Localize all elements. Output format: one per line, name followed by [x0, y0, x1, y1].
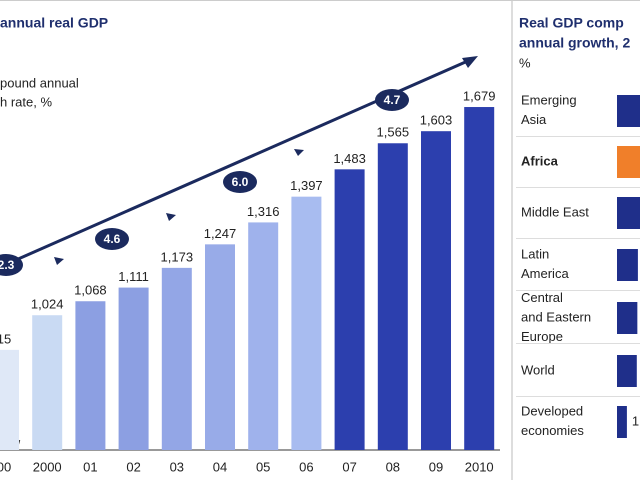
x-tick-label: 00 [0, 459, 11, 474]
value-label: 1,397 [290, 178, 323, 193]
bar [248, 222, 279, 450]
x-tick-label: 07 [342, 459, 356, 474]
value-label: 1,024 [31, 297, 64, 312]
x-tick-label: 09 [429, 459, 443, 474]
x-tick-label: 2000 [33, 459, 62, 474]
category-label: Developed [521, 404, 583, 419]
bar [0, 349, 19, 450]
bar [617, 406, 627, 438]
bar [421, 131, 451, 451]
category-label: Africa [521, 153, 559, 168]
x-tick-label: 2010 [465, 459, 494, 474]
subtitle: h rate, % [0, 94, 52, 109]
bar [291, 196, 322, 450]
category-label: Central [521, 290, 563, 305]
growth-badge [0, 254, 23, 276]
bar [334, 169, 365, 450]
x-tick-label: 03 [170, 459, 184, 474]
value-label: 1,603 [420, 113, 453, 128]
chart-title: annual growth, 2 [519, 35, 630, 51]
value-label: 1,173 [161, 249, 194, 264]
growth-badge [95, 228, 129, 250]
growth-label: 4.7 [384, 93, 401, 107]
value-label: 1,068 [74, 283, 107, 298]
bar [464, 107, 495, 451]
bar [161, 267, 192, 450]
growth-label: 4.6 [104, 232, 121, 246]
category-label: World [521, 362, 555, 377]
value-label: 15 [0, 331, 11, 346]
bar [205, 244, 235, 450]
bar [617, 197, 640, 229]
arrow-head [462, 56, 478, 68]
subtitle: pound annual [0, 75, 79, 90]
unit: % [519, 55, 531, 70]
value-label: 1,483 [333, 151, 366, 166]
value-label: 1.8 [632, 413, 640, 428]
right-chart: 8.0EmergingAsia4.9Africa4.8Middle East3.… [516, 93, 640, 438]
growth-label: 6.0 [232, 175, 249, 189]
bar [75, 301, 106, 450]
growth-badge [223, 171, 257, 193]
chart-title: Real GDP comp [519, 15, 624, 31]
category-label: Latin [521, 247, 549, 262]
category-label: Asia [521, 112, 547, 127]
category-label: America [521, 266, 569, 281]
value-label: 1,316 [247, 204, 280, 219]
value-label: 1,679 [463, 88, 496, 103]
arrow-tick [294, 149, 304, 156]
category-label: Europe [521, 329, 563, 344]
bar [377, 143, 408, 450]
x-tick-label: 04 [213, 459, 227, 474]
x-tick-label: 08 [386, 459, 400, 474]
bar [617, 249, 638, 281]
growth-badge [375, 89, 409, 111]
category-label: economies [521, 423, 584, 438]
annotations: 2.3 4.6 6.0 4.7 [0, 89, 409, 276]
value-label: 1,565 [377, 125, 410, 140]
bar [617, 302, 638, 334]
growth-label: 2.3 [0, 258, 15, 272]
bar [617, 355, 637, 387]
chart-title: annual real GDP [0, 15, 108, 31]
category-label: Middle East [521, 204, 589, 219]
arrow-tick [54, 257, 64, 265]
bar [32, 315, 63, 450]
left-chart: 15 00 1,024 2000 1,068 01 1,111 02 1,173 03 1,247 0… [0, 88, 495, 474]
category-label: and Eastern [521, 309, 591, 324]
value-label: 1,247 [204, 226, 237, 241]
bar [617, 95, 640, 127]
bar [118, 287, 149, 450]
arrow-tick [166, 213, 176, 221]
category-label: Emerging [521, 93, 577, 108]
x-tick-label: 01 [83, 459, 97, 474]
value-label: 1,111 [118, 269, 149, 284]
bar [617, 146, 640, 178]
x-tick-label: 05 [256, 459, 270, 474]
x-tick-label: 02 [126, 459, 140, 474]
x-tick-label: 06 [299, 459, 313, 474]
